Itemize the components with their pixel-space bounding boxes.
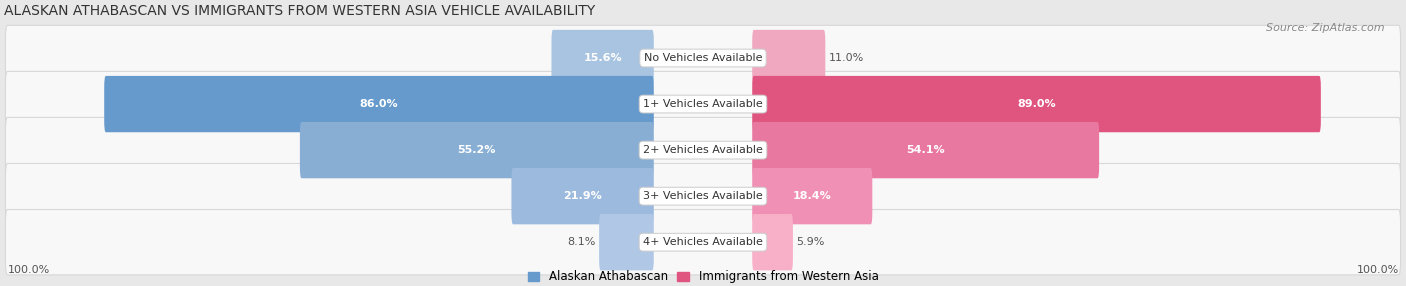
Text: 11.0%: 11.0%	[828, 53, 865, 63]
Text: 54.1%: 54.1%	[907, 145, 945, 155]
Text: 15.6%: 15.6%	[583, 53, 621, 63]
FancyBboxPatch shape	[104, 76, 654, 132]
Text: 5.9%: 5.9%	[796, 237, 825, 247]
Text: 86.0%: 86.0%	[360, 99, 398, 109]
FancyBboxPatch shape	[6, 164, 1400, 229]
Legend: Alaskan Athabascan, Immigrants from Western Asia: Alaskan Athabascan, Immigrants from West…	[527, 271, 879, 283]
FancyBboxPatch shape	[6, 118, 1400, 183]
Text: 1+ Vehicles Available: 1+ Vehicles Available	[643, 99, 763, 109]
FancyBboxPatch shape	[6, 72, 1400, 137]
FancyBboxPatch shape	[752, 30, 825, 86]
Text: 100.0%: 100.0%	[7, 265, 49, 275]
FancyBboxPatch shape	[299, 122, 654, 178]
Text: 3+ Vehicles Available: 3+ Vehicles Available	[643, 191, 763, 201]
Text: 2+ Vehicles Available: 2+ Vehicles Available	[643, 145, 763, 155]
FancyBboxPatch shape	[752, 76, 1320, 132]
Text: 89.0%: 89.0%	[1017, 99, 1056, 109]
Text: 4+ Vehicles Available: 4+ Vehicles Available	[643, 237, 763, 247]
FancyBboxPatch shape	[752, 122, 1099, 178]
Text: ALASKAN ATHABASCAN VS IMMIGRANTS FROM WESTERN ASIA VEHICLE AVAILABILITY: ALASKAN ATHABASCAN VS IMMIGRANTS FROM WE…	[4, 4, 595, 18]
Text: 100.0%: 100.0%	[1357, 265, 1399, 275]
Text: 55.2%: 55.2%	[457, 145, 496, 155]
Text: 8.1%: 8.1%	[567, 237, 596, 247]
Text: No Vehicles Available: No Vehicles Available	[644, 53, 762, 63]
Text: Source: ZipAtlas.com: Source: ZipAtlas.com	[1267, 23, 1385, 33]
Text: 18.4%: 18.4%	[793, 191, 831, 201]
Text: 21.9%: 21.9%	[564, 191, 602, 201]
FancyBboxPatch shape	[6, 210, 1400, 275]
FancyBboxPatch shape	[599, 214, 654, 270]
FancyBboxPatch shape	[512, 168, 654, 224]
FancyBboxPatch shape	[752, 168, 872, 224]
FancyBboxPatch shape	[6, 25, 1400, 91]
FancyBboxPatch shape	[752, 214, 793, 270]
FancyBboxPatch shape	[551, 30, 654, 86]
